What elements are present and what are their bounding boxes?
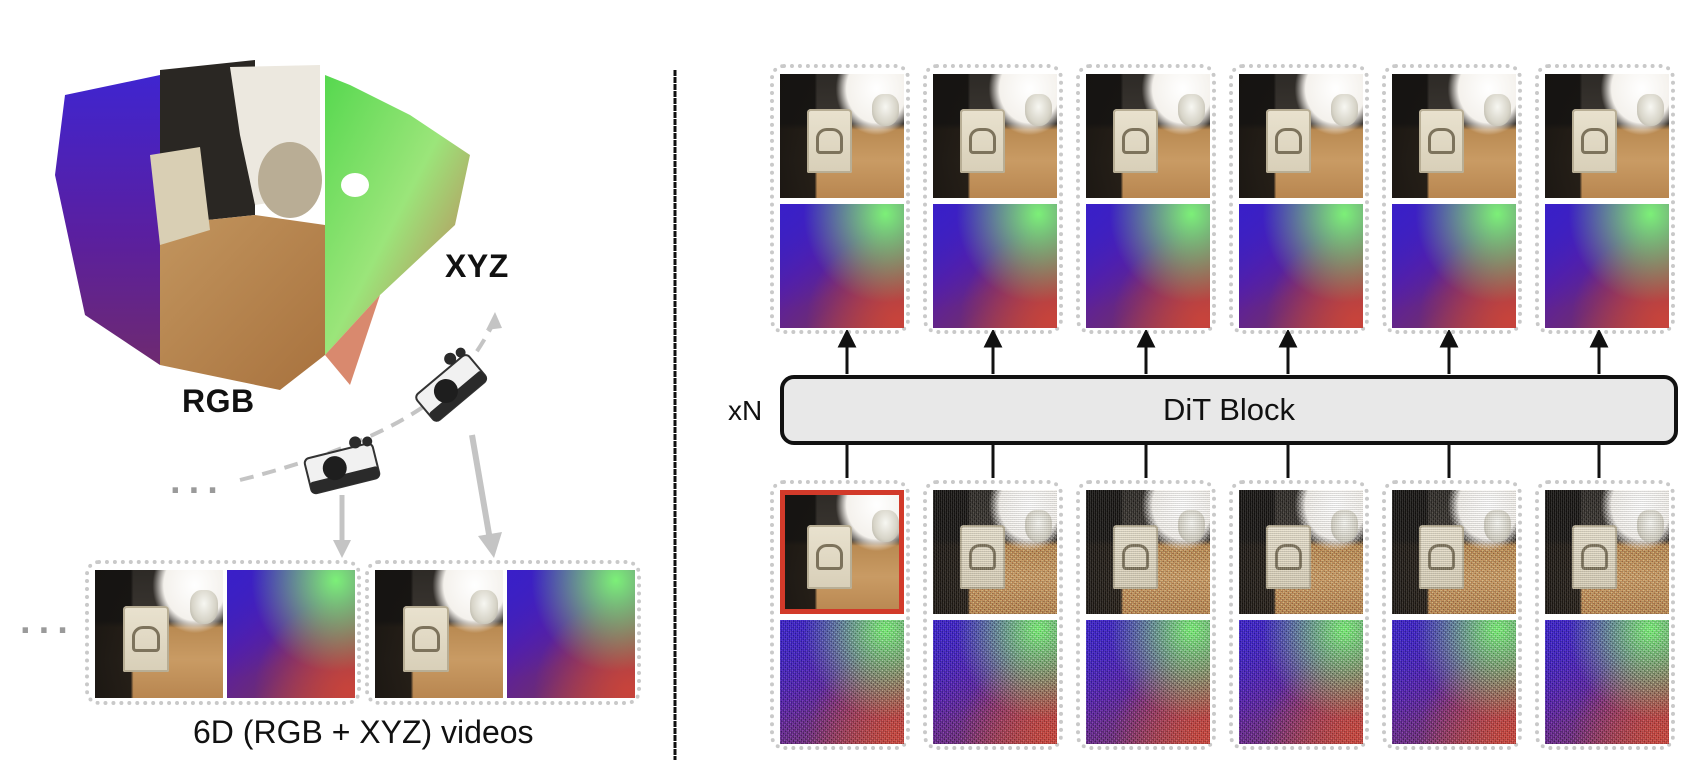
point-cloud-illustration [55,60,470,390]
output-rgb-frame [1545,74,1669,198]
output-rgb-frame [780,74,904,198]
output-xyz-frame [1392,204,1516,328]
left-panel: XYZ RGB ··· ··· [0,0,660,782]
repeat-label: xN [728,395,763,426]
xyz-frame [507,570,635,698]
xyz-label: XYZ [445,248,509,284]
right-panel: xN [680,0,1694,782]
video-clip-group [85,560,361,705]
output-rgb-frame [1239,74,1363,198]
camera-icon [415,347,488,422]
output-frame-pair [1382,64,1522,334]
panel-divider [673,70,677,760]
trajectory-ellipsis: ··· [170,470,226,512]
output-xyz-frame [1545,204,1669,328]
video-clip-group [365,560,641,705]
camera-icon [303,436,381,495]
output-rgb-frame [1392,74,1516,198]
camera-trajectory [239,312,502,558]
rgb-frame [375,570,503,698]
videos-ellipsis: ··· [20,610,76,652]
videos-caption: 6D (RGB + XYZ) videos [193,714,534,750]
output-frame-pair [1076,64,1216,334]
output-rgb-frame [1086,74,1210,198]
output-rgb-frame [933,74,1057,198]
output-xyz-frame [780,204,904,328]
output-xyz-frame [1086,204,1210,328]
xyz-frame [227,570,355,698]
output-frame-pair [1229,64,1369,334]
rgb-frame [95,570,223,698]
output-xyz-frame [933,204,1057,328]
dit-block-label: DiT Block [1162,392,1296,427]
output-frame-pair [923,64,1063,334]
output-frame-pair [1535,64,1675,334]
block-connectors [837,330,1609,478]
output-frame-pair [770,64,910,334]
dit-block: DiT Block [780,375,1678,445]
rgb-label: RGB [182,383,255,419]
output-xyz-frame [1239,204,1363,328]
